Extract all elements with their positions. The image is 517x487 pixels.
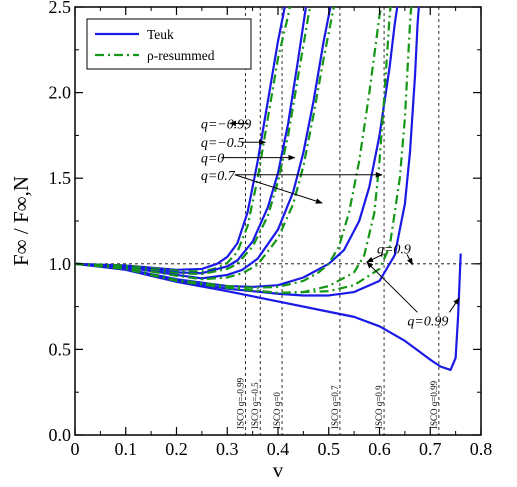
x-tick-label-7: 0.7 — [419, 439, 442, 459]
annotation-layer: q=−0.99 q=−0.5q=0 q=0.7 q=0.9 q=0.99 — [201, 117, 460, 329]
isco-label-2: ISCO q=0 — [272, 392, 282, 429]
annotation-label-1: q=−0.5 — [201, 136, 244, 151]
x-tick-label-2: 0.2 — [165, 439, 188, 459]
series-rho-resummed-q-0-9 — [75, 7, 392, 294]
legend-box — [86, 18, 252, 70]
y-tick-label-2: 1.0 — [49, 254, 72, 274]
isco-label-4: ISCO q=0.9 — [374, 385, 384, 429]
series-rho-resummed-q-0-99 — [75, 7, 291, 273]
x-tick-label-1: 0.1 — [115, 439, 138, 459]
series-teuk-q-0-5 — [75, 7, 308, 275]
series-rho-resummed-q-0-99 — [75, 7, 413, 294]
y-tick-label-4: 2.0 — [49, 83, 72, 103]
y-tick-label-5: 2.5 — [49, 0, 72, 17]
y-tick-label-1: 0.5 — [49, 339, 72, 359]
x-tick-label-4: 0.4 — [267, 439, 290, 459]
annotation-label-7: q=0.99 — [407, 314, 448, 329]
x-tick-label-8: 0.8 — [470, 439, 493, 459]
annotation-arrow-8 — [366, 261, 418, 313]
x-tick-label-3: 0.3 — [216, 439, 239, 459]
axes-layer: 0 0.1 0.2 0.3 0.4 0.5 0.6 0.7 0.8 0.0 0.5 1.0 1.5 2.0… — [49, 0, 493, 459]
x-tick-label-5: 0.5 — [318, 439, 341, 459]
legend: Teuk ρ-resummed — [86, 18, 252, 70]
isco-label-3: ISCO q=0.7 — [330, 385, 340, 429]
isco-label-5: ISCO q=0.99 — [429, 380, 439, 429]
annotation-arrow-6 — [366, 253, 384, 263]
series-teuk-q-0-99 — [75, 253, 462, 372]
y-tick-label-0: 0.0 — [49, 425, 72, 445]
y-axis-title: F∞ / F∞,N — [9, 176, 33, 266]
y-tick-label-3: 1.5 — [49, 168, 72, 188]
isco-label-1: ISCO q=-0.5 — [250, 382, 260, 429]
annotation-label-2: q=0 — [201, 152, 224, 167]
annotation-arrow-4 — [234, 174, 323, 204]
series-teuk-q-0-99 — [75, 7, 286, 271]
isco-label-0: ISCO q=-0.99 — [236, 377, 246, 429]
legend-label-0: Teuk — [147, 27, 174, 42]
grid-layer: ISCO q=-0.99 ISCO q=-0.5 ISCO q=0 ISCO q=0.… — [75, 7, 481, 435]
x-tick-label-0: 0 — [71, 439, 80, 459]
legend-label-1: ρ-resummed — [147, 48, 215, 63]
series-layer — [75, 7, 462, 372]
series-rho-resummed-q-0 — [75, 7, 335, 281]
plot-frame — [74, 6, 482, 436]
annotation-label-5: q=0.9 — [377, 242, 411, 257]
annotation-arrow-7 — [448, 297, 460, 313]
series-rho-resummed-q-0-5 — [75, 7, 312, 276]
x-tick-label-6: 0.6 — [368, 439, 391, 459]
annotation-label-0: q=−0.99 — [201, 117, 251, 132]
annotation-label-3: q=0.7 — [201, 169, 236, 184]
x-axis-title: v — [273, 458, 284, 482]
series-rho-resummed-q-0-7 — [75, 7, 383, 289]
annotation-arrow-5 — [406, 254, 413, 266]
